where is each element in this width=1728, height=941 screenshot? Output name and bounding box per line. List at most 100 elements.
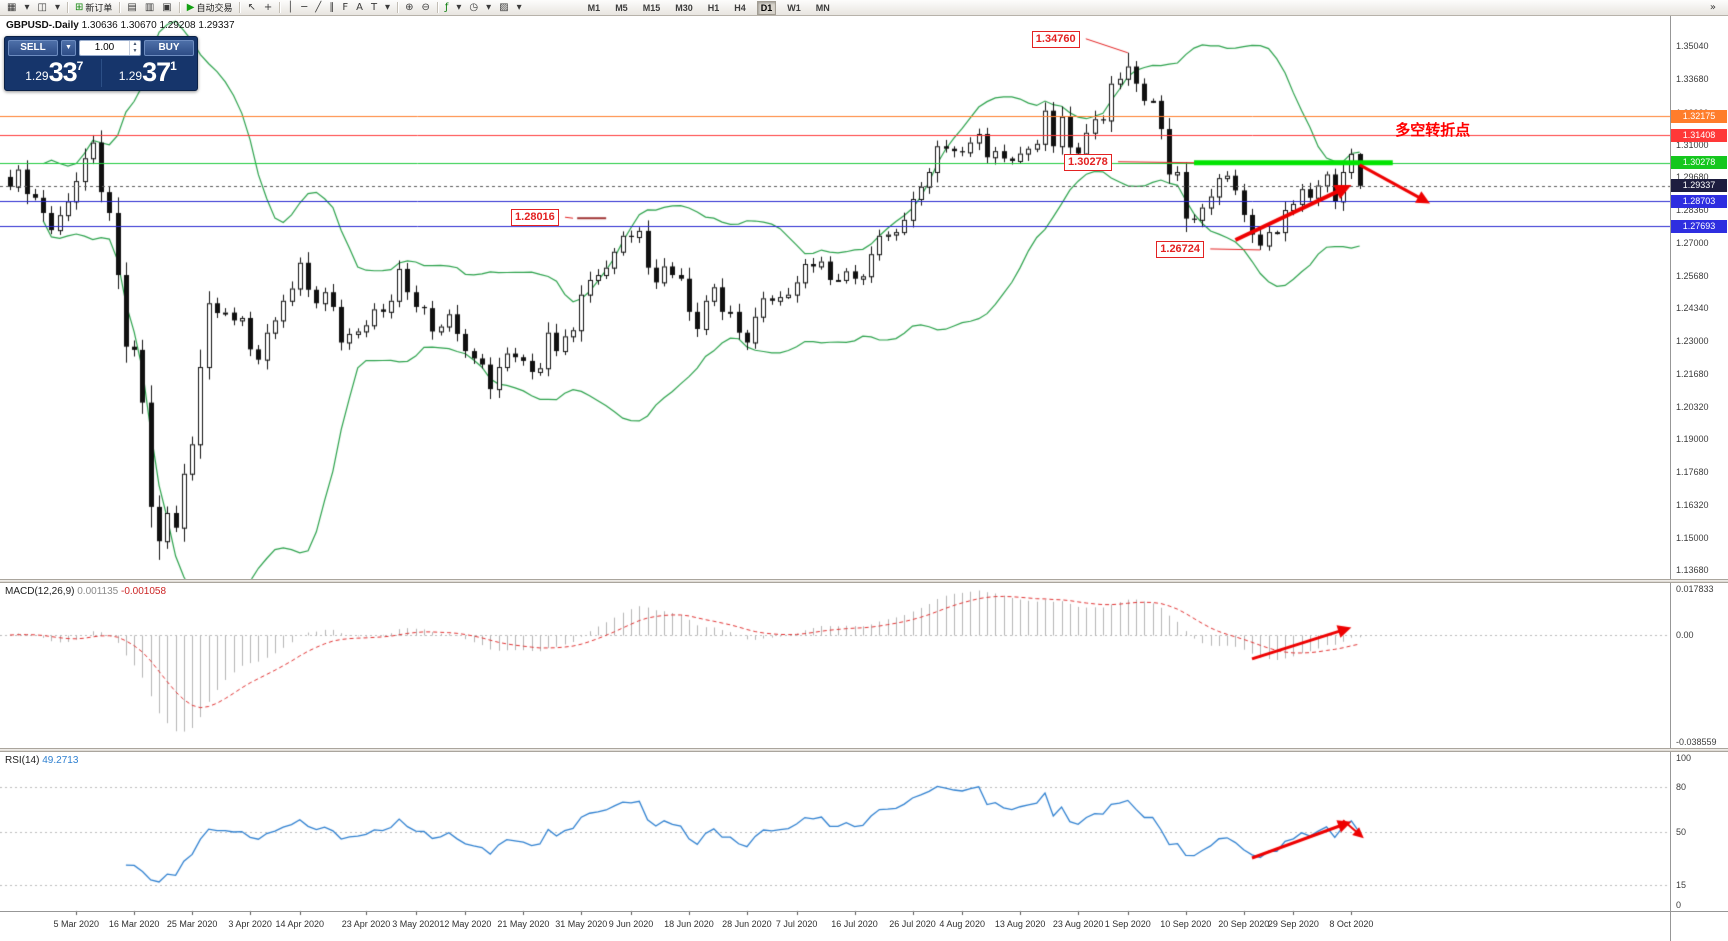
market-watch-icon[interactable]: ▤	[123, 0, 140, 16]
time-axis-label: 4 Aug 2020	[939, 919, 985, 929]
toolbar-separator	[397, 2, 399, 13]
buy-price-button[interactable]: 1.29 37 1	[102, 59, 195, 87]
time-axis-label: 3 May 2020	[392, 919, 440, 929]
navigator-icon: ▥	[144, 2, 155, 13]
timeframe-mn[interactable]: MN	[815, 2, 830, 13]
price-axis-label: 1.35040	[1676, 40, 1709, 51]
lot-increase-icon[interactable]: ▲	[132, 41, 138, 47]
time-axis-label: 23 Apr 2020	[341, 919, 391, 929]
toolbar-right: »	[1706, 0, 1725, 16]
text-label-icon[interactable]: T	[367, 0, 381, 16]
timeframe-h1[interactable]: H1	[707, 2, 720, 13]
vertical-line-icon[interactable]: │	[283, 0, 297, 16]
new-chart-icon[interactable]: ▦	[3, 0, 20, 16]
indicators-dropdown-icon: ▾	[456, 2, 462, 13]
toolbar: ▦ ▾ ◫ ▾ ⊞ 新订单 ▤ ▥ ▣ ▶ 自动交易 ↖ + │ ─ ╱ ∥ F A T ▾ ⊕ ⊖ ƒ ▾ ◷ ▾ ▨ ▾ M1 M5 M1…	[0, 0, 1728, 16]
new-chart-dropdown-icon: ▾	[24, 2, 30, 13]
lot-size-field[interactable]: 1.00 ▲ ▼	[79, 40, 141, 56]
price-axis-label: 1.24340	[1676, 303, 1709, 314]
market-watch-icon: ▤	[127, 2, 137, 13]
buy-price-pips: 37	[142, 57, 171, 87]
fibonacci-icon: F	[342, 2, 349, 13]
sell-price-button[interactable]: 1.29 33 7	[8, 59, 101, 87]
zoom-in-icon: ⊕	[405, 2, 414, 13]
horizontal-line-icon: ─	[301, 2, 308, 13]
price-axis-label: 1.31000	[1676, 140, 1709, 151]
zoom-out-icon[interactable]: ⊖	[417, 0, 433, 16]
profiles-icon[interactable]: ◫	[33, 0, 50, 16]
price-axis-label: 1.23000	[1676, 336, 1709, 347]
navigator-icon[interactable]: ▥	[141, 0, 158, 16]
time-axis-label: 8 Oct 2020	[1329, 919, 1374, 929]
periods-icon[interactable]: ◷	[465, 0, 482, 16]
new-order-button[interactable]: ⊞ 新订单	[71, 0, 116, 16]
indicators-icon[interactable]: ƒ	[441, 0, 453, 16]
timeframe-d1[interactable]: D1	[756, 0, 777, 15]
timeframe-m1[interactable]: M1	[587, 2, 601, 13]
trend-line-icon[interactable]: ╱	[311, 0, 325, 16]
new-chart-dropdown-icon[interactable]: ▾	[20, 0, 33, 16]
timeframe-w1[interactable]: W1	[787, 2, 801, 13]
price-tag-1.31408: 1.31408	[1671, 128, 1727, 142]
support-price-label[interactable]: 1.28016	[511, 209, 559, 227]
autotrading-label: 自动交易	[196, 4, 233, 14]
time-axis-label: 12 May 2020	[439, 919, 492, 929]
lot-size-value[interactable]: 1.00	[94, 42, 115, 53]
high-price-label[interactable]: 1.34760	[1031, 30, 1080, 48]
profiles-dropdown-icon[interactable]: ▾	[51, 0, 64, 16]
toolbar-overflow-icon[interactable]: »	[1709, 2, 1716, 13]
toolbar-separator	[279, 2, 281, 13]
chart-title: GBPUSD-.Daily 1.30636 1.30670 1.29208 1.…	[6, 20, 235, 31]
periods-icon: ◷	[469, 2, 479, 13]
horizontal-line-icon[interactable]: ─	[297, 0, 311, 16]
terminal-icon[interactable]: ▣	[158, 0, 175, 16]
sell-button[interactable]: SELL	[8, 40, 58, 56]
buy-button[interactable]: BUY	[144, 40, 194, 56]
price-axis-label: 1.13680	[1676, 564, 1709, 575]
price-divider	[100, 59, 102, 87]
pane-splitter-rsi[interactable]	[0, 748, 1728, 752]
time-axis-label: 10 Sep 2020	[1160, 919, 1212, 929]
low-price-label[interactable]: 1.26724	[1156, 240, 1205, 258]
timeframe-m30[interactable]: M30	[675, 2, 693, 13]
autotrading-button[interactable]: ▶ 自动交易	[183, 0, 237, 16]
timeframe-m5[interactable]: M5	[615, 2, 628, 13]
pane-splitter-macd[interactable]	[0, 579, 1728, 583]
timeframe-m15[interactable]: M15	[642, 2, 661, 13]
new-order-label: 新订单	[85, 4, 113, 14]
text-icon: A	[356, 2, 363, 13]
cursor-icon[interactable]: ↖	[243, 0, 259, 16]
lot-decrease-icon[interactable]: ▼	[132, 48, 138, 54]
time-axis-label: 20 Sep 2020	[1218, 919, 1270, 929]
text-icon[interactable]: A	[352, 0, 367, 16]
macd-name: MACD(12,26,9)	[5, 586, 75, 597]
sell-price-pips: 33	[48, 57, 78, 87]
objects-dropdown-icon[interactable]: ▾	[381, 0, 394, 16]
order-type-dropdown[interactable]: ▼	[61, 40, 76, 56]
toolbar-separator	[119, 2, 121, 13]
price-axis-label: 1.21680	[1676, 368, 1709, 379]
autotrading-icon: ▶	[186, 2, 195, 13]
time-axis-label: 1 Sep 2020	[1104, 919, 1151, 929]
chart-low: 1.29208	[159, 20, 196, 31]
lot-size-stepper[interactable]: ▲ ▼	[129, 41, 140, 55]
objects-dropdown-icon: ▾	[385, 2, 391, 13]
fibonacci-icon[interactable]: F	[338, 0, 352, 16]
chart-canvas[interactable]	[0, 0, 1670, 941]
buy-price-point: 1	[170, 59, 177, 73]
periods-dropdown-icon[interactable]: ▾	[482, 0, 495, 16]
time-axis-label: 5 Mar 2020	[53, 919, 99, 929]
turning-point-text[interactable]: 多空转折点	[1395, 122, 1471, 140]
toolbar-separator	[178, 2, 180, 13]
breakout-price-label[interactable]: 1.30278	[1064, 153, 1112, 171]
templates-icon[interactable]: ▨	[495, 0, 512, 16]
templates-dropdown-icon[interactable]: ▾	[513, 0, 526, 16]
zoom-in-icon[interactable]: ⊕	[401, 0, 417, 16]
rsi-value: 49.2713	[42, 755, 79, 766]
time-axis-label: 16 Mar 2020	[108, 919, 160, 929]
timeframe-h4[interactable]: H4	[734, 2, 746, 13]
price-axis-label: 1.29680	[1676, 172, 1709, 183]
equidistant-channel-icon[interactable]: ∥	[325, 0, 338, 16]
indicators-dropdown-icon[interactable]: ▾	[452, 0, 465, 16]
crosshair-icon[interactable]: +	[260, 0, 276, 16]
